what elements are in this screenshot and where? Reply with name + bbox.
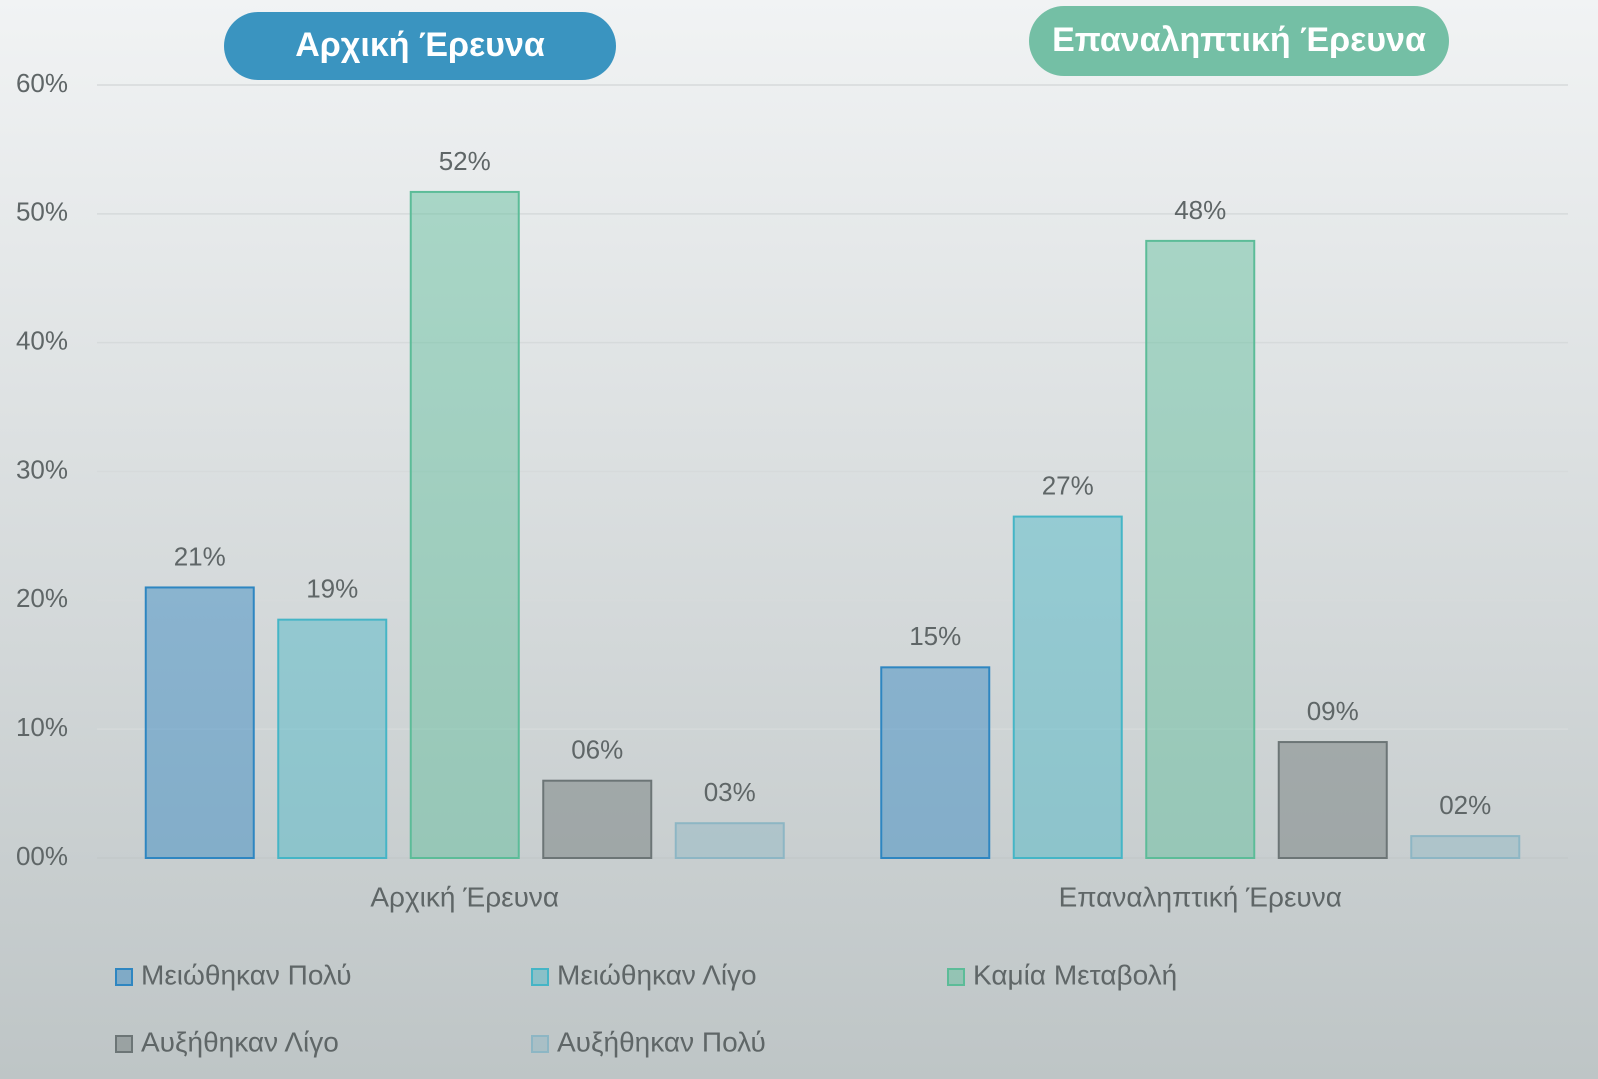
data-label: 21% (174, 541, 226, 571)
bar (1277, 741, 1388, 859)
data-label: 15% (909, 621, 961, 651)
data-label: 27% (1042, 470, 1094, 500)
legend-label: Αυξήθηκαν Πολύ (557, 1026, 766, 1057)
y-tick-label: 30% (16, 454, 68, 484)
pill-title: Επαναληπτική Έρευνα (1052, 21, 1426, 59)
bar (409, 190, 520, 860)
pill-title: Αρχική Έρευνα (295, 26, 545, 64)
bar (880, 666, 991, 859)
x-tick-label: Αρχική Έρευνα (370, 881, 559, 912)
title-pill (224, 12, 616, 80)
bar (1012, 515, 1123, 859)
y-tick-label: 20% (16, 583, 68, 613)
x-tick-label: Επαναληπτική Έρευνα (1059, 881, 1342, 912)
data-label: 02% (1439, 790, 1491, 820)
data-label: 09% (1307, 696, 1359, 726)
legend-swatch (947, 968, 965, 986)
data-label: 19% (306, 574, 358, 604)
y-tick-label: 50% (16, 197, 68, 227)
legend-swatch (531, 1035, 549, 1053)
y-tick-label: 40% (16, 326, 68, 356)
bar (542, 779, 653, 860)
bar (674, 822, 785, 860)
data-label: 06% (571, 735, 623, 765)
data-label: 03% (704, 777, 756, 807)
y-tick-label: 10% (16, 712, 68, 742)
legend-label: Μειώθηκαν Λίγο (557, 959, 757, 990)
y-tick-label: 60% (16, 68, 68, 98)
legend-swatch (115, 968, 133, 986)
data-label: 48% (1174, 195, 1226, 225)
title-pill (1029, 6, 1449, 76)
bar (1410, 835, 1521, 859)
data-label: 52% (439, 146, 491, 176)
bar (277, 618, 388, 859)
legend-label: Αυξήθηκαν Λίγο (141, 1026, 339, 1057)
y-tick-label: 00% (16, 841, 68, 871)
legend-label: Καμία Μεταβολή (973, 959, 1177, 990)
legend-swatch (115, 1035, 133, 1053)
bar (1145, 239, 1256, 860)
legend-swatch (531, 968, 549, 986)
legend-label: Μειώθηκαν Πολύ (141, 959, 352, 990)
bar (144, 586, 255, 859)
